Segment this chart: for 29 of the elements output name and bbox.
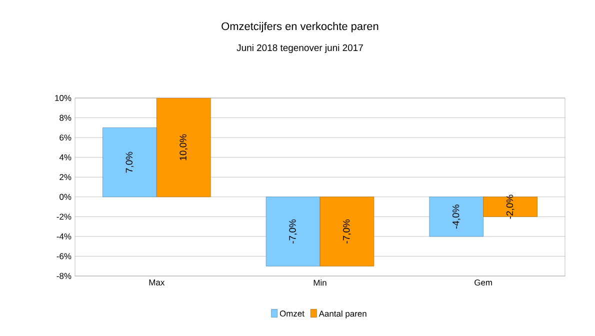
y-tick-label: -8% <box>56 273 72 279</box>
y-tick-label: 4% <box>59 154 72 160</box>
y-tick-label: 6% <box>60 134 72 141</box>
data-label: -2,0% <box>506 194 514 219</box>
bar <box>102 127 157 198</box>
bar <box>483 196 538 217</box>
data-label: -7,0% <box>289 219 297 244</box>
bar <box>429 196 484 237</box>
data-label: -4,0% <box>452 204 460 229</box>
y-tick-label: -2% <box>56 214 72 220</box>
bar <box>320 196 374 266</box>
chart-subtitle: Juni 2018 tegenover juni 2017 <box>236 44 363 53</box>
y-tick-label: 10% <box>55 95 72 101</box>
data-label: 7,0% <box>126 152 134 173</box>
data-label: -7,0% <box>343 219 351 244</box>
y-tick-label: 0% <box>60 194 72 200</box>
x-tick-label: Max <box>149 280 165 286</box>
bar <box>156 98 211 198</box>
bar <box>266 196 320 266</box>
chart-title: Omzetcijfers en verkochte paren <box>222 22 378 32</box>
y-tick-label: -6% <box>56 253 72 260</box>
y-tick-label: 8% <box>60 114 72 121</box>
x-tick-label: Min <box>314 280 326 286</box>
legend-label: Aantal paren <box>318 310 366 318</box>
data-label: 10,0% <box>180 134 188 160</box>
legend-label: Omzet <box>280 310 304 317</box>
x-tick-label: Gem <box>474 280 492 286</box>
y-tick-label: 2% <box>60 174 72 180</box>
y-tick-label: -4% <box>56 233 72 240</box>
